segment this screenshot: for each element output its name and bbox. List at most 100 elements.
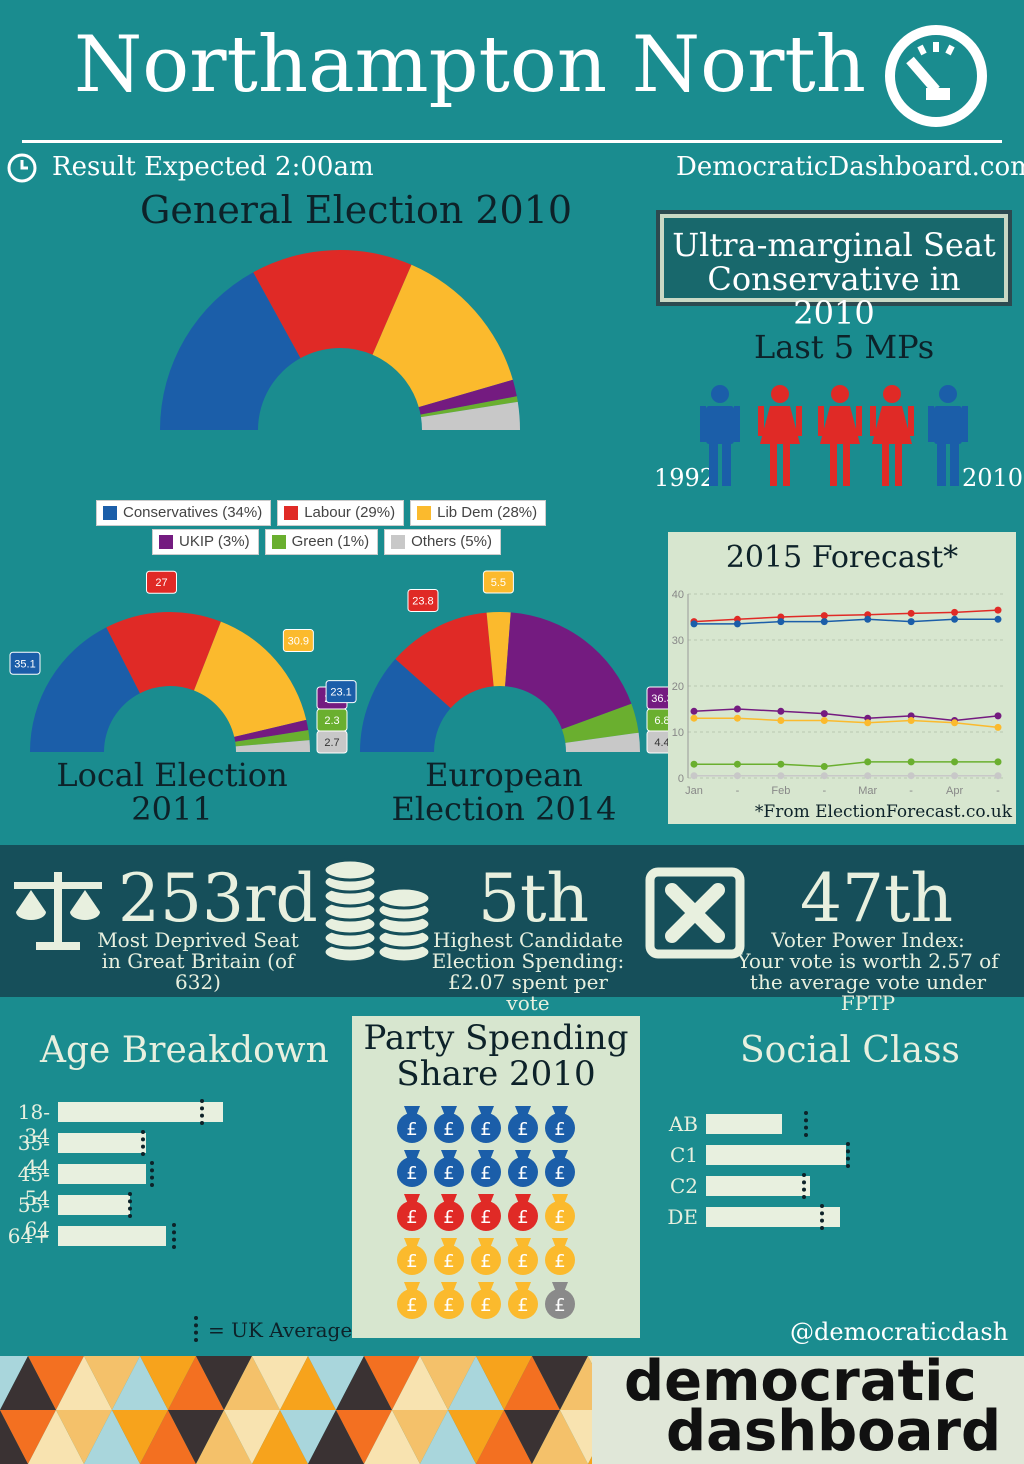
euro2014-segment (395, 612, 494, 709)
money-bag-icon: £ (545, 1150, 575, 1187)
money-bag-icon: £ (471, 1106, 501, 1143)
legend-labour: Labour (29%) (277, 500, 405, 526)
pound-symbol: £ (443, 1295, 454, 1316)
pattern-triangle (168, 1410, 224, 1464)
y-tick-label: 40 (672, 589, 684, 601)
pattern-triangle (280, 1356, 336, 1410)
pattern-triangle (224, 1356, 280, 1410)
data-label-tag: 4.4 (646, 730, 668, 754)
pattern-triangle (84, 1356, 140, 1410)
series-line (693, 708, 999, 722)
pattern-triangle (532, 1356, 588, 1410)
series-point (994, 772, 1002, 780)
series-point (820, 772, 828, 780)
series-point (690, 707, 698, 715)
spending-line1: Highest Candidate (433, 928, 623, 952)
series-point (690, 620, 698, 628)
logo-area: democratic dashboard (592, 1354, 1024, 1464)
pound-symbol: £ (480, 1207, 491, 1228)
female-mp-icon (818, 385, 862, 486)
series-point (951, 615, 959, 623)
uk-average-marker (802, 1173, 810, 1199)
bar (706, 1145, 846, 1165)
euro2014-segment (565, 732, 640, 752)
x-tick-label: Mar (858, 785, 877, 797)
money-bag-icon: £ (545, 1194, 575, 1231)
pound-symbol: £ (443, 1163, 454, 1184)
series-line (694, 717, 999, 729)
bar (706, 1176, 810, 1196)
twitter-handle[interactable]: @democraticdash (790, 1318, 1009, 1346)
series-point (864, 758, 872, 766)
series-point (733, 714, 741, 722)
series-point (951, 758, 959, 766)
deprived-line1: Most Deprived Seat (97, 928, 299, 952)
data-label-text: 4.4 (654, 737, 668, 749)
data-label-tag: 23.8 (407, 588, 439, 612)
y-tick-label: 0 (678, 773, 684, 785)
pound-symbol: £ (480, 1251, 491, 1272)
local-title-line1: Local Election (56, 756, 288, 794)
legend-label: Green (1%) (291, 533, 370, 550)
x-tick-label: Apr (946, 785, 963, 797)
pound-symbol: £ (406, 1251, 417, 1272)
y-tick-label: 20 (672, 681, 684, 693)
pattern-triangle (308, 1410, 364, 1464)
marginal-line2: Conservative in 2010 (707, 260, 961, 332)
spending-title-line1: Party Spending (363, 1018, 629, 1058)
legend-label: Labour (29%) (304, 504, 396, 521)
bar (58, 1226, 166, 1246)
triangle-pattern (0, 1356, 592, 1464)
social-title: Social Class (740, 1030, 960, 1071)
female-mp-icon (870, 385, 914, 486)
uk-average-marker (128, 1192, 136, 1218)
pound-symbol: £ (443, 1251, 454, 1272)
forecast-source: *From ElectionForecast.co.uk (754, 802, 1012, 822)
voter-power-rank: 47th (800, 860, 954, 937)
series-point (777, 707, 785, 715)
pound-symbol: £ (517, 1207, 528, 1228)
bar-row: 55-64 (0, 1192, 340, 1241)
money-bag-icon: £ (471, 1194, 501, 1231)
money-bag-icon: £ (545, 1238, 575, 1275)
dashboard-gauge-icon (880, 24, 992, 128)
pattern-triangle (420, 1410, 476, 1464)
bar (58, 1102, 223, 1122)
uk-average-legend: = UK Average (208, 1318, 353, 1342)
forecast-chart: 0 10 20 30 40 Jan - Feb - Mar - Apr - (672, 589, 1004, 797)
uk-average-marker (200, 1099, 208, 1125)
series-point (690, 772, 698, 780)
bar-label: C1 (669, 1143, 698, 1167)
data-label-text: 6.8 (654, 715, 668, 727)
pattern-triangle (532, 1410, 588, 1464)
legend-label: UKIP (3%) (179, 533, 250, 550)
data-label-text: 5.5 (491, 577, 506, 589)
pattern-triangle (476, 1410, 532, 1464)
legend-label: Conservatives (34%) (123, 504, 263, 521)
money-bag-icon: £ (397, 1282, 427, 1319)
local2011-segment (30, 627, 140, 752)
money-bag-icon: £ (471, 1150, 501, 1187)
money-bag-icon: £ (397, 1194, 427, 1231)
uk-average-marker (846, 1142, 854, 1168)
money-bag-icon: £ (434, 1106, 464, 1143)
bar (58, 1164, 146, 1184)
euro-title-line1: European (425, 756, 583, 794)
pattern-triangle (140, 1356, 196, 1410)
data-label-tag: 27 (145, 570, 177, 594)
data-label-text: 35.1 (14, 658, 35, 670)
ge2010-segment (372, 264, 513, 408)
data-label-text: 23.1 (330, 687, 351, 699)
money-bag-icon: £ (545, 1106, 575, 1143)
bar-row: C1 (660, 1142, 910, 1174)
pattern-triangle (560, 1410, 592, 1464)
money-bag-icon: £ (471, 1238, 501, 1275)
pattern-triangle (392, 1410, 448, 1464)
x-tick-label: - (996, 785, 1000, 797)
pound-symbol: £ (480, 1119, 491, 1140)
series-point (820, 763, 828, 770)
pattern-triangle (140, 1410, 196, 1464)
site-link[interactable]: DemocraticDashboard.com (676, 152, 1024, 182)
voter-power-line2: Your vote is worth 2.57 of (737, 949, 999, 973)
mps-end-year: 2010 (962, 464, 1024, 492)
